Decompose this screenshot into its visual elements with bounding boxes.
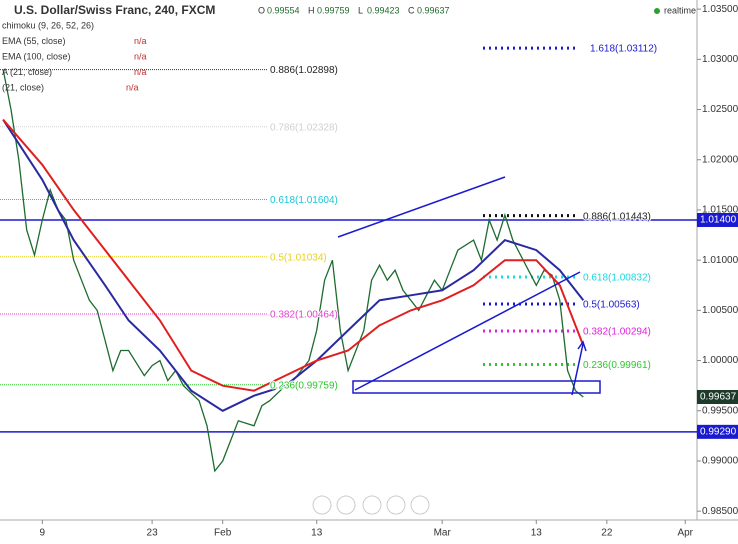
indicator-name: (21, close) <box>2 82 44 92</box>
button[interactable] <box>312 495 332 515</box>
price-tag-label: 0.99637 <box>700 392 737 403</box>
x-tick-label: 13 <box>311 528 323 539</box>
x-tick-label: Apr <box>677 528 693 539</box>
price-tag-label: 1.01400 <box>700 215 737 226</box>
button[interactable] <box>410 495 430 515</box>
fib-label: 0.236(0.99961) <box>583 360 651 371</box>
fib-label: 0.236(0.99759) <box>270 380 338 391</box>
indicator-name: EMA (100, close) <box>2 51 71 61</box>
series-line <box>2 119 585 412</box>
channel-lower <box>354 271 581 391</box>
x-tick-label: 23 <box>147 528 159 539</box>
fib-label: 0.5(1.01034) <box>270 252 327 263</box>
indicator-name: EMA (55, close) <box>2 36 66 46</box>
chart-title: U.S. Dollar/Swiss Franc, 240, FXCM <box>14 3 215 17</box>
fib-label: 1.618(1.03112) <box>590 44 657 55</box>
x-tick-label: Mar <box>434 528 452 539</box>
x-tick-label: 22 <box>601 528 613 539</box>
button[interactable] <box>386 495 406 515</box>
y-tick-label: 0.98500 <box>702 506 738 517</box>
x-tick-label: 13 <box>531 528 543 539</box>
y-tick-label: 1.02500 <box>702 104 738 115</box>
y-tick-label: 1.00500 <box>702 305 738 316</box>
fib-label: 0.382(1.00464) <box>270 310 338 321</box>
arrow <box>571 343 584 396</box>
y-tick-label: 1.03000 <box>702 54 738 65</box>
ohlc-value: 0.99423 <box>367 5 400 15</box>
fib-label: 0.886(1.01443) <box>583 211 651 222</box>
indicator-name: chimoku (9, 26, 52, 26) <box>2 20 94 30</box>
series-line <box>2 118 585 392</box>
indicator-value: n/a <box>126 82 139 92</box>
support-box <box>352 380 601 394</box>
price-tag <box>697 390 738 405</box>
y-tick-label: 1.02000 <box>702 154 738 165</box>
fib-label: 0.382(1.00294) <box>583 327 651 338</box>
fib-label: 0.618(1.01604) <box>270 195 338 206</box>
status-dot <box>654 8 660 14</box>
ohlc-value: 0.99637 <box>417 5 450 15</box>
fib-label: 0.786(1.02328) <box>270 122 338 133</box>
arrow-head <box>577 340 587 352</box>
ohlc-key: O <box>258 5 265 15</box>
button[interactable] <box>362 495 382 515</box>
fib-label: 0.618(1.00832) <box>583 273 651 284</box>
price-tag-label: 0.99290 <box>700 426 737 437</box>
ohlc-value: 0.99759 <box>317 5 350 15</box>
price-tag <box>697 212 738 227</box>
fib-label: 0.886(1.02898) <box>270 65 338 76</box>
toolbar <box>312 495 430 515</box>
status: realtime <box>664 5 696 15</box>
indicator-value: n/a <box>134 51 147 61</box>
y-tick-label: 1.01500 <box>702 205 738 216</box>
channel-upper <box>337 176 506 238</box>
fib-label: 0.5(1.00563) <box>583 300 640 311</box>
button[interactable] <box>336 495 356 515</box>
y-tick-label: 0.99000 <box>702 456 738 467</box>
ohlc-value: 0.99554 <box>267 5 300 15</box>
y-tick-label: 1.03500 <box>702 4 738 15</box>
x-tick-label: Feb <box>214 528 232 539</box>
ohlc-key: C <box>408 5 415 15</box>
plot-area <box>0 46 697 473</box>
y-tick-label: 1.00000 <box>702 355 738 366</box>
ohlc-key: L <box>358 5 363 15</box>
drawings <box>337 176 601 396</box>
price-tag <box>697 424 738 439</box>
x-tick-label: 9 <box>40 528 46 539</box>
indicator-value: n/a <box>134 67 147 77</box>
ohlc-key: H <box>308 5 315 15</box>
y-tick-label: 1.01000 <box>702 255 738 266</box>
indicator-name: A (21, close) <box>2 67 52 77</box>
y-tick-label: 0.99500 <box>702 405 738 416</box>
indicator-value: n/a <box>134 36 147 46</box>
